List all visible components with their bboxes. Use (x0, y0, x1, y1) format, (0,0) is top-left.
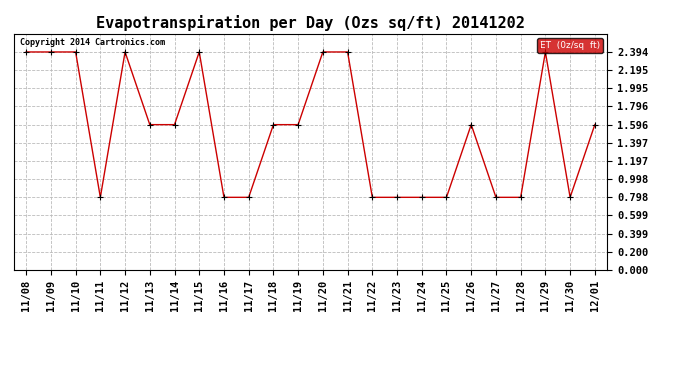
Text: Copyright 2014 Cartronics.com: Copyright 2014 Cartronics.com (20, 39, 165, 48)
Title: Evapotranspiration per Day (Ozs sq/ft) 20141202: Evapotranspiration per Day (Ozs sq/ft) 2… (96, 15, 525, 31)
Legend: ET  (0z/sq  ft): ET (0z/sq ft) (537, 38, 602, 53)
